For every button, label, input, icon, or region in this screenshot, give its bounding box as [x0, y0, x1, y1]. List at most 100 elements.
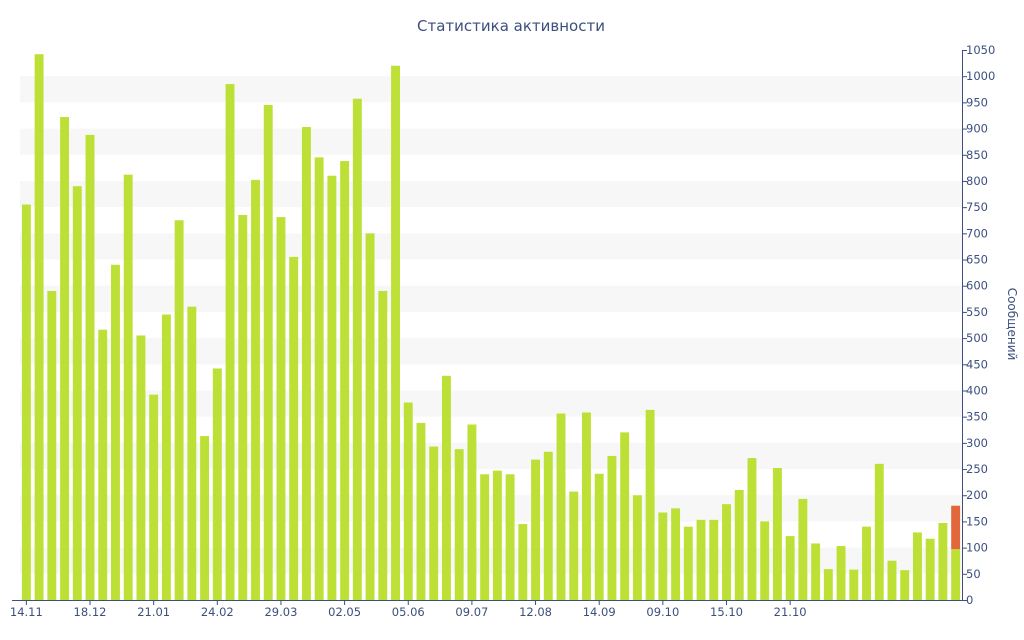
- bar: [212, 368, 222, 600]
- bar: [556, 413, 566, 600]
- y-tick-label: 550: [966, 305, 988, 319]
- bar: [734, 490, 744, 600]
- bar: [505, 474, 515, 600]
- grid-band: [20, 495, 962, 522]
- bar: [340, 161, 350, 601]
- grid-band: [20, 285, 962, 312]
- bar: [429, 446, 439, 600]
- y-tick-label: 300: [966, 436, 988, 450]
- bar: [849, 569, 859, 600]
- bar: [518, 524, 528, 600]
- bar: [645, 409, 655, 600]
- bar: [671, 508, 681, 600]
- grid-band: [20, 442, 962, 470]
- bar: [951, 549, 961, 600]
- bar: [289, 256, 299, 600]
- bar: [47, 290, 57, 600]
- bar: [200, 436, 210, 600]
- bar: [607, 455, 617, 600]
- bar: [251, 179, 260, 600]
- grid-band: [20, 76, 962, 103]
- bar: [874, 463, 884, 600]
- x-tick-label: 14.09: [583, 605, 616, 619]
- y-tick-label: 950: [966, 95, 988, 109]
- y-tick-label: 350: [966, 410, 988, 424]
- y-tick-label: 200: [966, 488, 988, 502]
- bar: [441, 375, 451, 600]
- bar: [378, 290, 388, 600]
- bar: [85, 134, 95, 600]
- bar: [301, 127, 311, 600]
- x-tick-label: 18.12: [74, 605, 107, 619]
- y-tick-label: 500: [966, 331, 988, 345]
- y-tick-label: 50: [966, 567, 981, 581]
- bar: [492, 470, 502, 600]
- bar: [836, 546, 846, 600]
- grid-band: [20, 390, 962, 417]
- x-tick-label: 21.10: [774, 605, 807, 619]
- grid-bands: [20, 76, 962, 574]
- bar: [798, 498, 808, 600]
- y-tick-label: 450: [966, 357, 988, 371]
- bar: [467, 424, 477, 600]
- bar: [823, 569, 833, 600]
- bar: [785, 536, 795, 600]
- bar: [161, 314, 171, 600]
- x-tick-label: 24.02: [201, 605, 234, 619]
- bar: [811, 543, 821, 600]
- y-tick-label: 650: [966, 253, 988, 267]
- bar: [403, 402, 413, 600]
- bar: [416, 422, 426, 600]
- bar: [98, 329, 108, 600]
- bar: [276, 217, 286, 600]
- x-tick-label: 09.07: [455, 605, 488, 619]
- y-tick-label: 800: [966, 174, 988, 188]
- y-tick-label: 600: [966, 279, 988, 293]
- bar: [174, 220, 184, 600]
- bar: [454, 449, 464, 600]
- y-tick-label: 250: [966, 462, 988, 476]
- bar: [543, 451, 553, 600]
- bar: [187, 306, 197, 600]
- x-ticks: 14.11 18.12 21.01 24.02 29.03 02.05 05.06 09.07…: [10, 600, 807, 619]
- bar: [352, 98, 362, 600]
- bar: [111, 264, 120, 600]
- x-tick-label: 09.10: [646, 605, 679, 619]
- bar: [314, 157, 324, 600]
- bar: [582, 412, 591, 600]
- bar: [263, 105, 273, 600]
- bar: [149, 394, 159, 600]
- bar: [21, 204, 31, 600]
- bar: [480, 474, 490, 600]
- bar: [912, 532, 922, 600]
- bar: [683, 526, 693, 600]
- chart-title: Статистика активности: [417, 17, 605, 35]
- bar-highlight: [951, 505, 961, 550]
- bar: [391, 65, 400, 600]
- bar: [862, 526, 871, 600]
- x-tick-label: 02.05: [328, 605, 361, 619]
- x-tick-label: 14.11: [10, 605, 43, 619]
- bar: [632, 495, 642, 600]
- y-tick-label: 150: [966, 514, 988, 528]
- bar: [72, 186, 82, 600]
- y-tick-label: 700: [966, 226, 988, 240]
- bar: [123, 174, 133, 600]
- y-ticks: 0 50 100 150 200 250 300 350 400 450 500 550 600 650 7…: [962, 43, 995, 607]
- bar: [34, 54, 44, 600]
- bar: [747, 458, 757, 600]
- bars: [21, 54, 961, 601]
- y-tick-label: 900: [966, 122, 988, 136]
- x-tick-label: 21.01: [137, 605, 170, 619]
- y-tick-label: 0: [966, 593, 973, 607]
- y-tick-label: 1050: [966, 43, 995, 57]
- bar: [136, 335, 146, 600]
- grid-band: [20, 128, 962, 155]
- x-tick-label: 05.06: [392, 605, 425, 619]
- y-axis-label: Сообщений: [1005, 288, 1019, 361]
- bar: [365, 233, 375, 601]
- bar: [569, 491, 579, 600]
- bar: [900, 570, 910, 600]
- y-tick-label: 750: [966, 200, 988, 214]
- grid-band: [20, 233, 962, 260]
